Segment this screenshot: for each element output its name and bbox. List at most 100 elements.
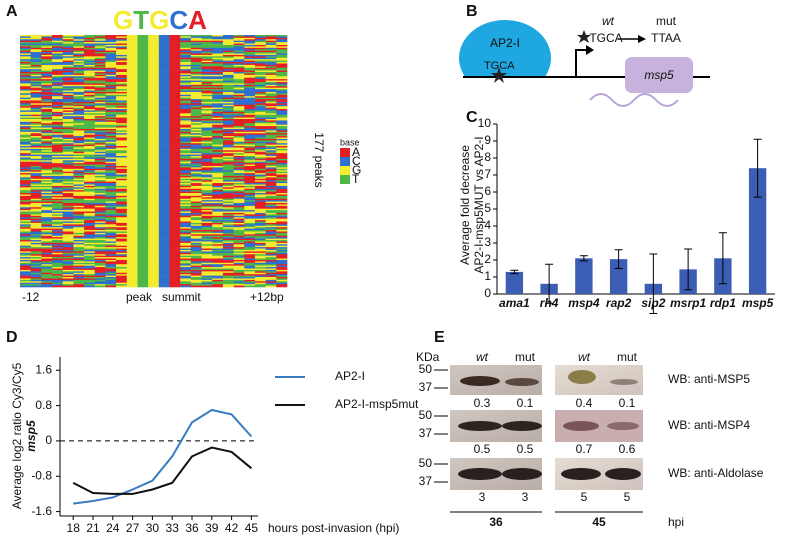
heatmap-cell — [233, 218, 245, 221]
heatmap-cell — [201, 174, 213, 177]
heatmap-cell — [20, 272, 31, 275]
heatmap-cell — [244, 62, 256, 64]
heatmap-cell — [212, 175, 224, 178]
heatmap-cell — [116, 116, 128, 118]
heatmap-cell — [73, 114, 106, 117]
heatmap-cell — [276, 279, 288, 282]
x-tick-label: 36 — [185, 521, 199, 535]
heatmap-cell — [126, 72, 138, 74]
heatmap-cell — [190, 97, 213, 100]
heatmap-cell — [244, 70, 256, 73]
heatmap-cell — [254, 87, 288, 90]
heatmap-cell — [169, 184, 181, 187]
heatmap-cell — [212, 47, 224, 50]
heatmap-cell — [62, 282, 74, 285]
quant-label: 5 — [581, 490, 588, 504]
heatmap-cell — [180, 106, 192, 108]
heatmap-cell — [94, 245, 106, 248]
heatmap-cell — [233, 43, 245, 46]
heatmap-cell — [265, 131, 277, 134]
heatmap-cell — [41, 165, 53, 168]
heatmap-cell — [148, 217, 160, 219]
heatmap-cell — [169, 200, 181, 202]
heatmap-cell — [254, 205, 266, 208]
heatmap-cell — [137, 215, 149, 218]
heatmap-cell — [148, 57, 160, 60]
heatmap-cell — [126, 240, 138, 242]
heatmap-cell — [233, 74, 245, 77]
heatmap-cell — [62, 281, 74, 284]
heatmap-cell — [126, 224, 138, 227]
heatmap-cell — [212, 249, 224, 252]
heatmap-cell — [169, 245, 181, 248]
heatmap-cell — [201, 128, 213, 131]
heatmap-cell — [105, 147, 117, 150]
heatmap-cell — [20, 101, 64, 104]
heatmap-cell — [84, 130, 96, 133]
heatmap-cell — [169, 262, 181, 265]
heatmap-cell — [276, 126, 288, 128]
heatmap-cell — [190, 175, 202, 178]
heatmap-cell — [212, 157, 224, 160]
heatmap-cell — [30, 231, 42, 234]
heatmap-cell — [30, 245, 53, 248]
heatmap-cell — [180, 52, 192, 54]
heatmap-cell — [20, 240, 31, 242]
panel-label: C — [466, 109, 478, 126]
heatmap-cell — [276, 158, 288, 161]
heatmap-cell — [30, 37, 42, 40]
heatmap-cell — [276, 104, 288, 107]
heatmap-cell — [116, 261, 128, 264]
heatmap-cell — [190, 217, 202, 219]
heatmap-cell — [180, 47, 192, 50]
heatmap-cell — [41, 255, 53, 258]
heatmap-cell — [222, 151, 245, 154]
heatmap-cell — [20, 44, 31, 47]
heatmap-cell — [244, 170, 256, 172]
heatmap-cell — [233, 120, 256, 123]
heatmap-cell — [148, 63, 160, 66]
heatmap-cell — [126, 130, 138, 133]
heatmap-cell — [52, 271, 74, 274]
heatmap-cell — [244, 167, 256, 170]
heatmap-cell — [148, 157, 160, 160]
heatmap-cell — [169, 62, 181, 64]
heatmap-cell — [265, 251, 288, 254]
heatmap-cell — [169, 228, 181, 231]
heatmap-cell — [126, 86, 138, 88]
heatmap-cell — [84, 221, 96, 224]
heatmap-cell — [180, 110, 192, 113]
heatmap-cell — [276, 63, 288, 66]
heatmap-cell — [190, 59, 202, 61]
heatmap-cell — [212, 97, 224, 100]
heatmap-cell — [126, 35, 138, 37]
heatmap-cell — [180, 230, 192, 232]
heatmap-cell — [180, 278, 192, 281]
heatmap-cell — [20, 124, 42, 127]
heatmap-cell — [52, 35, 64, 37]
heatmap-cell — [276, 264, 288, 266]
heatmap-cell — [41, 151, 64, 154]
heatmap-cell — [73, 217, 96, 219]
heatmap-cell — [105, 168, 117, 171]
heatmap-cell — [169, 285, 181, 288]
heatmap-cell — [62, 103, 74, 106]
heatmap-cell — [265, 47, 277, 50]
heatmap-cell — [180, 193, 202, 195]
heatmap-cell — [105, 44, 128, 47]
heatmap-cell — [20, 87, 42, 90]
heatmap-cell — [84, 228, 106, 231]
heatmap-cell — [148, 91, 160, 94]
heatmap-cell — [265, 261, 277, 264]
heatmap-cell — [62, 284, 74, 286]
heatmap-cell — [148, 143, 160, 145]
heatmap-cell — [94, 215, 106, 218]
heatmap-cell — [137, 131, 149, 134]
heatmap-cell — [190, 77, 202, 80]
heatmap-cell — [276, 89, 288, 91]
heatmap-cell — [201, 203, 213, 205]
heatmap-cell — [30, 84, 42, 87]
heatmap-cell — [276, 40, 288, 43]
heatmap-cell — [244, 126, 277, 128]
heatmap-cell — [233, 272, 245, 275]
